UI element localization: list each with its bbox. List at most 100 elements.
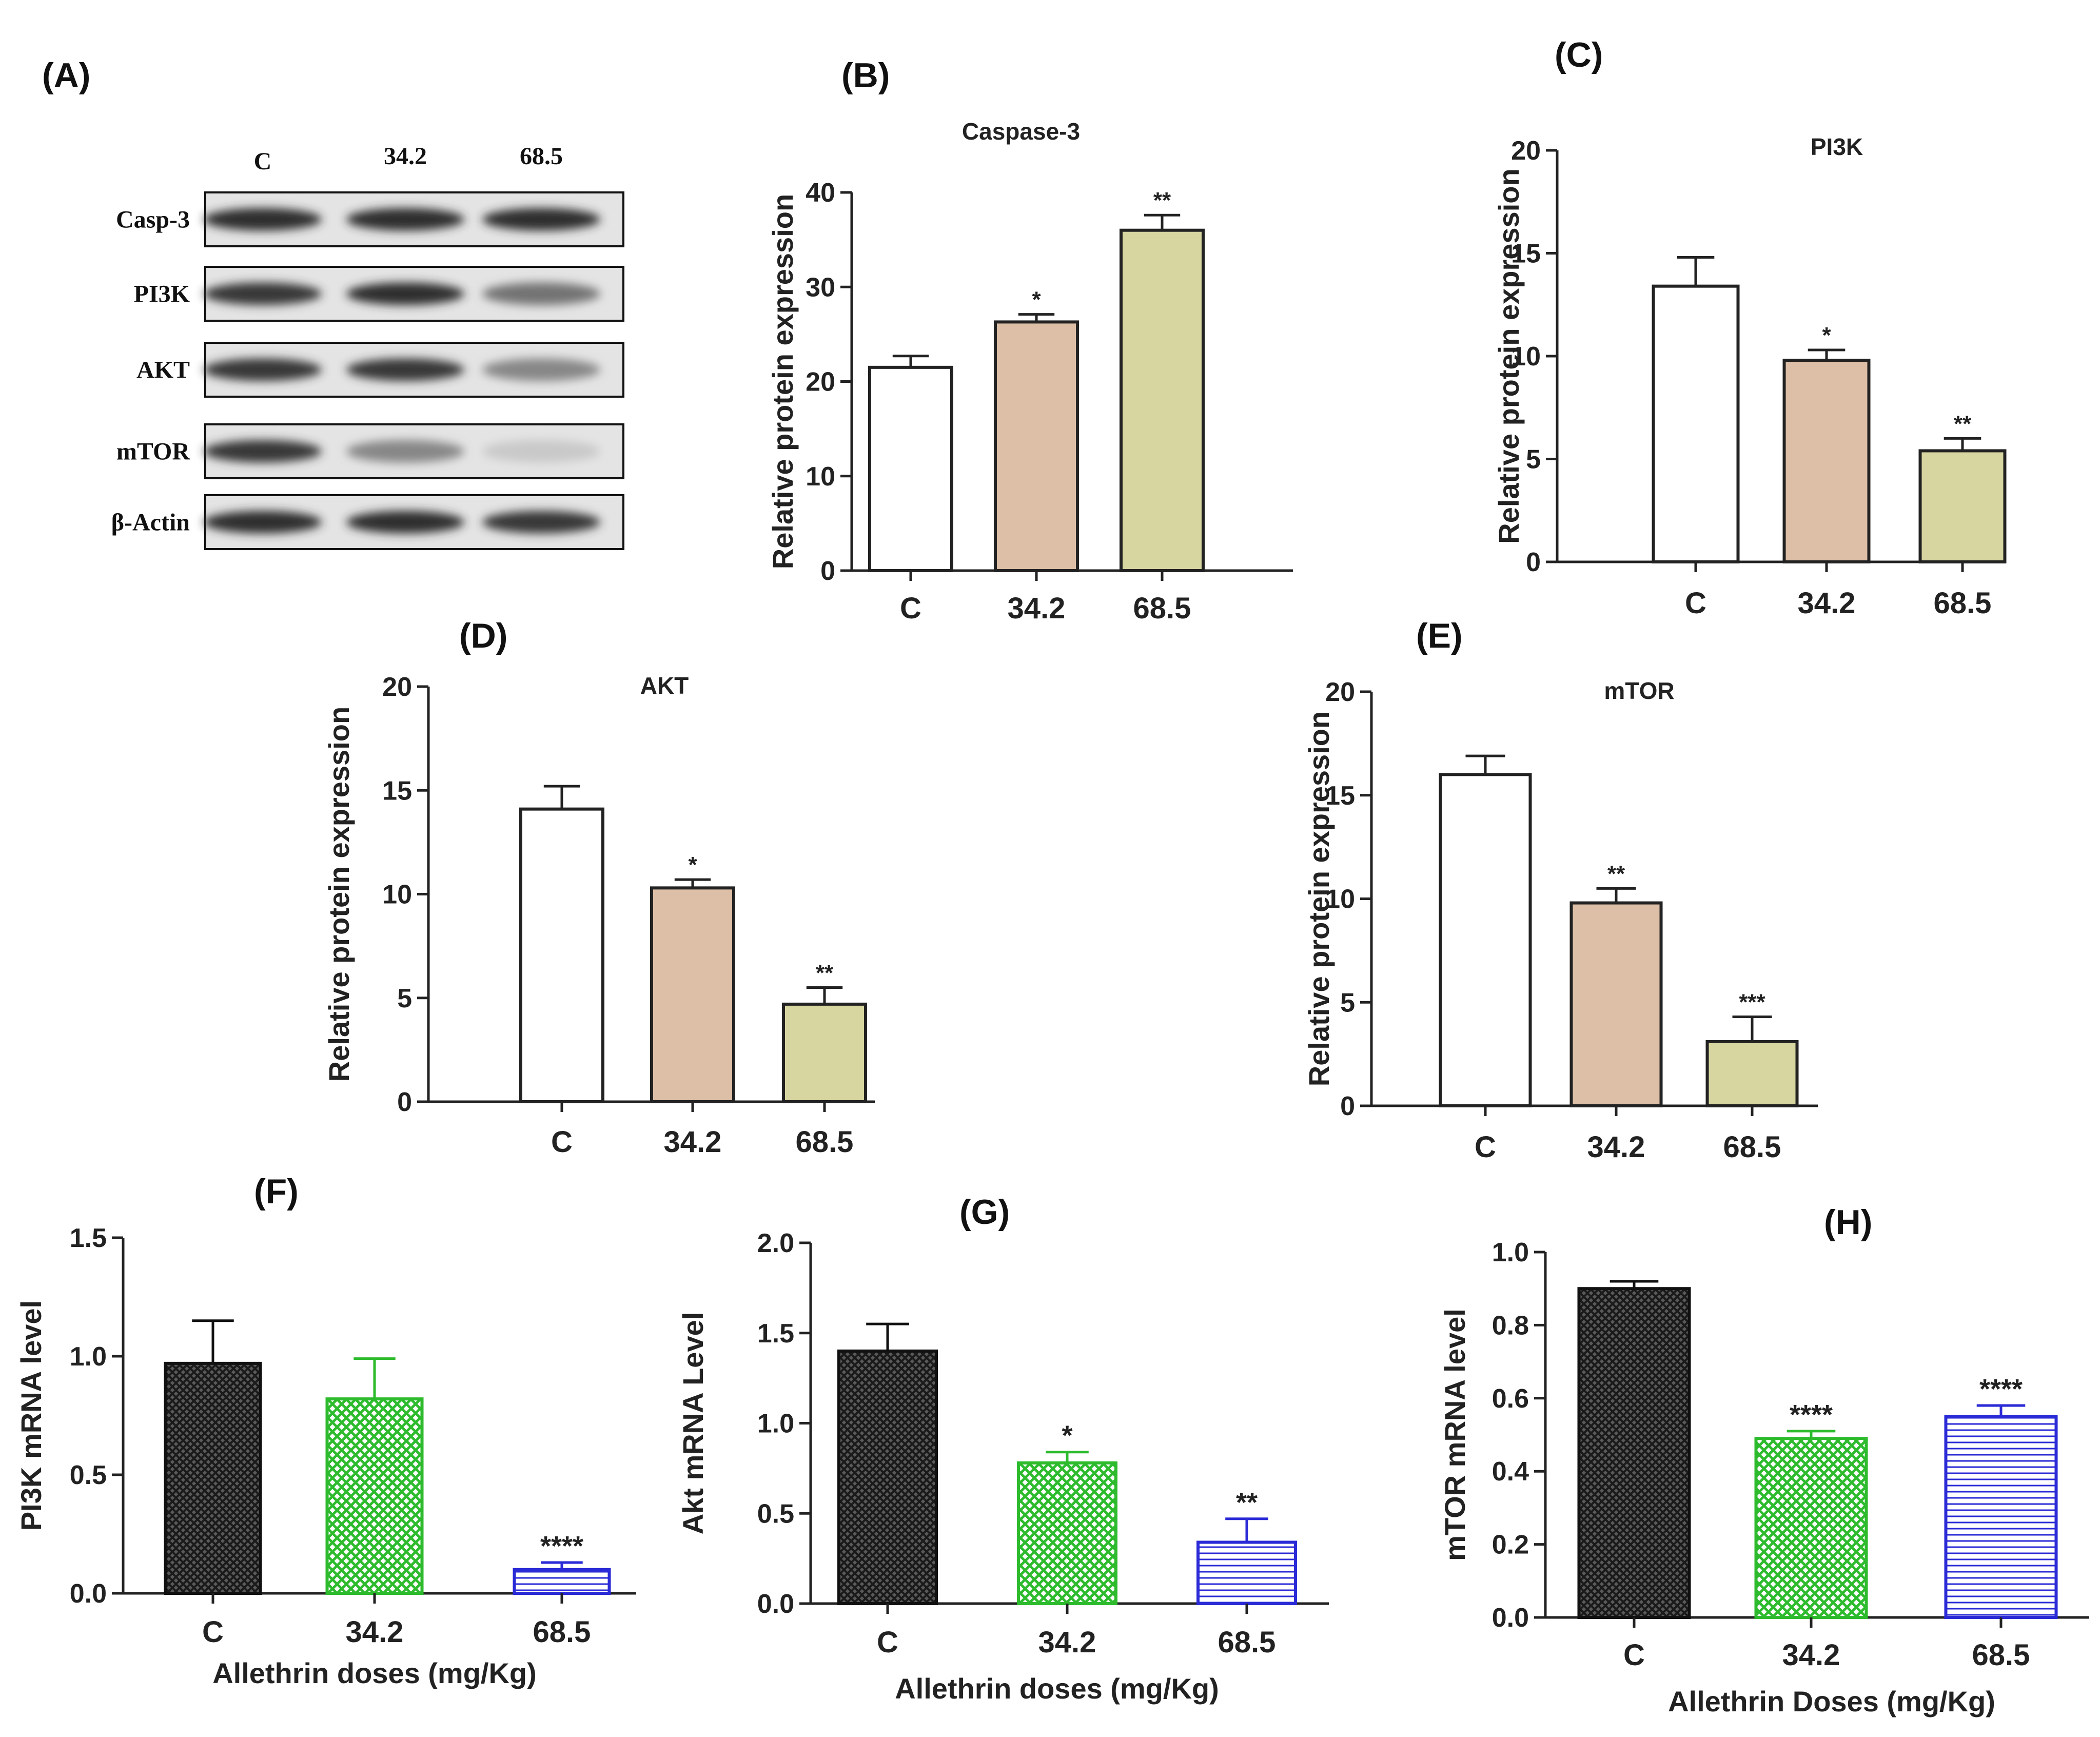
chart-panel-g: (G) 0.0 0.5 1.0 1.5 2.0 Akt mRNA Level Allethri… [677,1193,1329,1705]
x-axis-label: Allethrin doses (mg/Kg) [212,1657,537,1689]
blot-band [204,358,322,381]
bar [1782,359,1871,564]
y-axis-label: mTOR mRNA level [1439,1309,1471,1561]
bar [1944,1415,2058,1619]
blot-band [204,208,322,231]
significance-label: ** [1236,1487,1258,1518]
bar [1577,1287,1691,1619]
blot-column-label: 34.2 [384,143,427,170]
y-tick-label: 0.4 [1492,1457,1529,1487]
y-tick-label: 2.0 [757,1228,794,1258]
significance-label: * [1062,1420,1072,1451]
chart-panel-e: (E) mTOR 0 5 10 15 20 Relative protein expressi… [1303,616,1818,1164]
category-label: C [877,1626,898,1659]
blot-band [204,282,322,305]
category-label: 68.5 [796,1125,854,1159]
y-tick-label: 1.5 [70,1223,107,1253]
y-tick-label: 15 [382,776,412,806]
chart-title: mTOR [1604,677,1674,704]
x-axis-label: Allethrin doses (mg/Kg) [895,1672,1219,1705]
y-tick-label: 0.2 [1492,1530,1529,1560]
blot-column-label: 68.5 [520,143,563,170]
panel-label: (B) [841,56,890,95]
panel-label-a: (A) [42,56,90,95]
y-tick-label: 10 [1511,342,1541,372]
bar [1754,1437,1868,1619]
significance-label: **** [540,1531,583,1562]
y-tick-label: 0.0 [70,1579,107,1609]
significance-label: ** [1607,861,1625,886]
blot-band [482,208,600,231]
blot-row-label: β-Actin [111,509,190,536]
chart-title: AKT [640,672,689,699]
category-label: C [1475,1130,1496,1164]
category-label: 34.2 [1008,592,1066,625]
bar [994,320,1079,572]
bar [1705,1040,1799,1108]
blot-row-label: mTOR [116,438,190,465]
chart-panel-d: (D) AKT 0 5 10 15 20 Relative protein expressio… [323,616,875,1159]
blot-row-label: PI3K [134,281,190,308]
category-label: C [1685,587,1706,620]
category-label: C [202,1615,224,1649]
y-tick-label: 1.0 [1492,1238,1529,1267]
panel-label: (C) [1555,35,1603,74]
y-tick-label: 15 [1511,239,1541,269]
panel-label: (D) [459,616,507,655]
significance-label: *** [1739,989,1765,1014]
category-label: 34.2 [1782,1638,1840,1672]
category-label: C [551,1125,573,1159]
category-label: C [1623,1638,1645,1672]
y-axis-label: Relative protein expression [1303,711,1335,1086]
y-tick-label: 1.5 [757,1319,794,1349]
y-tick-label: 0 [1340,1091,1355,1121]
panel-label: (G) [959,1193,1010,1232]
category-label: C [900,592,921,625]
bar [868,365,953,572]
blot-band [346,511,464,534]
y-axis-label: Relative protein expression [323,707,355,1082]
y-tick-label: 20 [1325,677,1355,707]
category-label: 34.2 [1038,1626,1096,1659]
y-tick-label: 10 [1325,885,1355,914]
y-tick-label: 20 [806,367,835,397]
blot-band [346,208,464,231]
blot-band [482,440,600,463]
significance-label: * [688,852,697,877]
significance-label: * [1822,323,1831,348]
significance-label: ** [816,961,834,986]
category-label: 68.5 [1934,587,1992,620]
y-axis-label: Relative protein expression [767,194,799,569]
y-tick-label: 5 [1526,445,1541,475]
western-blot-panel: (A) C 34.2 68.5 Casp-3 PI3K AKT mTOR β-Actin [42,56,624,550]
bar [1196,1540,1297,1605]
y-axis-label: Relative protein expression [1493,168,1525,543]
bar [650,886,735,1103]
chart-title: PI3K [1811,133,1863,160]
y-tick-label: 15 [1325,781,1355,811]
blot-band [346,440,464,463]
significance-label: **** [1979,1374,2023,1404]
y-tick-label: 0 [820,556,835,586]
bar [837,1349,938,1605]
blot-band [482,511,600,534]
category-label: 68.5 [1218,1626,1276,1659]
blot-band [482,282,600,305]
y-tick-label: 0 [397,1087,412,1117]
y-axis-label: Akt mRNA Level [677,1312,709,1535]
category-label: 68.5 [1133,592,1191,625]
bar [1439,773,1532,1107]
y-tick-label: 20 [1511,136,1541,166]
x-axis-label: Allethrin Doses (mg/Kg) [1668,1685,1995,1718]
bar [325,1397,424,1595]
blot-column-label: C [254,148,272,175]
y-tick-label: 10 [806,462,835,492]
category-label: 68.5 [533,1615,591,1649]
blot-row-label: Casp-3 [116,206,190,233]
panel-label: (F) [254,1172,299,1211]
y-axis-label: PI3K mRNA level [15,1300,47,1531]
y-tick-label: 0.0 [757,1589,794,1619]
